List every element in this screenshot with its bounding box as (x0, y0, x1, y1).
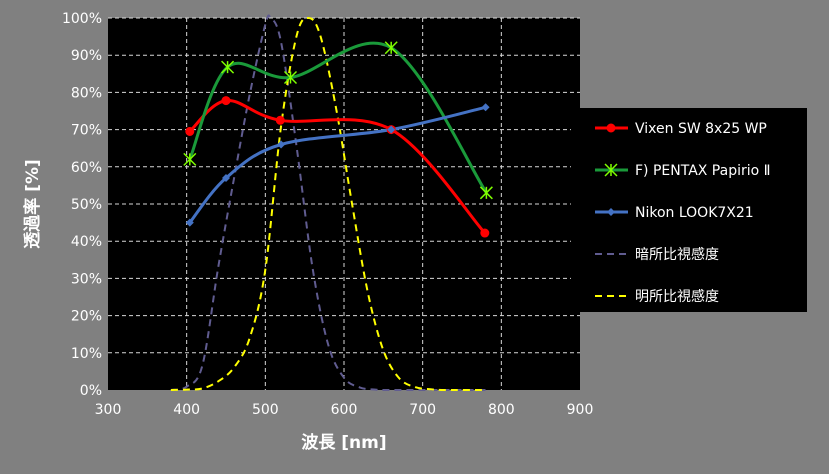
gridlines (108, 17, 580, 390)
legend-marker (604, 163, 618, 177)
legend-label: F) PENTAX Papirio Ⅱ (635, 163, 771, 179)
legend-item[interactable]: Nikon LOOK7X21 (595, 205, 754, 221)
data-point (384, 41, 398, 55)
series-line (188, 105, 486, 224)
series-line (188, 41, 488, 194)
legend-label: 明所比視感度 (635, 288, 719, 305)
legend-marker (607, 208, 615, 216)
legend-label: Vixen SW 8x25 WP (635, 121, 767, 137)
x-tick-label: 900 (567, 402, 594, 418)
legend-label: 暗所比視感度 (635, 246, 719, 263)
data-point (479, 186, 493, 200)
data-markers (183, 41, 493, 238)
legend-item[interactable]: F) PENTAX Papirio Ⅱ (595, 163, 771, 179)
y-tick-label: 20% (71, 309, 102, 325)
data-point (221, 96, 231, 106)
x-tick-label: 700 (409, 402, 436, 418)
legend-label: Nikon LOOK7X21 (635, 205, 754, 221)
y-tick-label: 60% (71, 160, 102, 176)
y-axis-title: 透過率 [%] (22, 159, 43, 249)
series-line (170, 16, 486, 392)
legend-item[interactable]: Vixen SW 8x25 WP (595, 121, 767, 137)
x-tick-label: 300 (95, 402, 122, 418)
data-point (277, 140, 286, 149)
legend-marker (606, 123, 616, 133)
x-tick-label: 800 (488, 402, 515, 418)
y-axis-ticks: 0% 10% 20% 30% 40% 50% 60% 70% 80% 90% 100% (62, 11, 102, 399)
data-point (183, 152, 197, 166)
series-line (188, 99, 486, 235)
y-tick-label: 100% (62, 11, 102, 27)
data-series (170, 14, 488, 392)
x-axis-title: 波長 [nm] (301, 432, 386, 453)
data-point (283, 70, 298, 85)
y-tick-label: 40% (71, 234, 102, 250)
data-point (185, 218, 194, 227)
y-tick-label: 0% (80, 383, 102, 399)
data-point (221, 60, 235, 74)
y-tick-label: 50% (71, 197, 102, 213)
y-tick-label: 10% (71, 346, 102, 362)
data-point (275, 115, 285, 125)
x-tick-label: 400 (173, 402, 200, 418)
x-tick-label: 500 (252, 402, 279, 418)
data-point (185, 126, 195, 136)
data-point (387, 125, 396, 134)
y-tick-label: 30% (71, 271, 102, 287)
legend-item[interactable]: 暗所比視感度 (595, 246, 719, 263)
x-tick-label: 600 (331, 402, 358, 418)
y-tick-label: 80% (71, 85, 102, 101)
data-point (480, 228, 490, 238)
series-line (170, 14, 486, 392)
x-axis-ticks: 300 400 500 600 700 800 900 (95, 402, 594, 418)
data-point (222, 173, 230, 182)
data-point (481, 103, 490, 112)
legend-item[interactable]: 明所比視感度 (595, 288, 719, 305)
y-tick-label: 90% (71, 48, 102, 64)
legend[interactable]: Vixen SW 8x25 WP F) PENTAX Papirio Ⅱ Nikon… (571, 108, 807, 312)
y-tick-label: 70% (71, 123, 102, 139)
